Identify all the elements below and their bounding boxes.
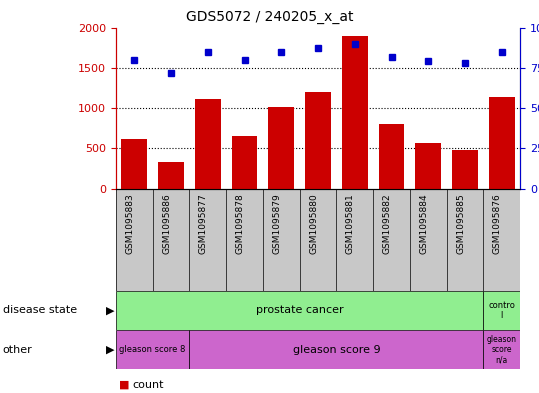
Text: prostate cancer: prostate cancer [256, 305, 343, 316]
Bar [195, 99, 220, 189]
Bar [121, 139, 147, 189]
Bar [305, 92, 331, 189]
Text: ▶: ▶ [106, 345, 115, 355]
Text: ▶: ▶ [106, 305, 115, 316]
Bar [483, 330, 520, 369]
Bar [483, 291, 520, 330]
Text: contro
l: contro l [488, 301, 515, 320]
Text: GSM1095880: GSM1095880 [309, 194, 318, 255]
Text: ■: ■ [119, 380, 129, 390]
Bar [189, 330, 483, 369]
Text: GSM1095879: GSM1095879 [272, 194, 281, 255]
Bar [416, 143, 441, 189]
Text: GSM1095878: GSM1095878 [236, 194, 245, 255]
Text: other: other [3, 345, 32, 355]
Bar [379, 124, 404, 189]
Text: GSM1095877: GSM1095877 [199, 194, 208, 255]
Text: gleason
score
n/a: gleason score n/a [487, 335, 517, 365]
Text: gleason score 9: gleason score 9 [293, 345, 380, 355]
Bar [116, 330, 189, 369]
Text: GSM1095881: GSM1095881 [345, 194, 355, 255]
Bar [232, 136, 258, 189]
Text: GSM1095885: GSM1095885 [456, 194, 465, 255]
Text: GSM1095882: GSM1095882 [383, 194, 391, 254]
Text: disease state: disease state [3, 305, 77, 316]
Text: GSM1095884: GSM1095884 [419, 194, 429, 254]
Bar [489, 97, 515, 189]
Text: GDS5072 / 240205_x_at: GDS5072 / 240205_x_at [186, 10, 353, 24]
Bar [268, 107, 294, 189]
Bar [452, 150, 478, 189]
Text: count: count [132, 380, 163, 390]
Bar [342, 37, 368, 189]
Text: GSM1095883: GSM1095883 [125, 194, 134, 255]
Text: gleason score 8: gleason score 8 [120, 345, 186, 354]
Text: GSM1095886: GSM1095886 [162, 194, 171, 255]
Bar [158, 162, 184, 189]
Text: GSM1095876: GSM1095876 [493, 194, 502, 255]
